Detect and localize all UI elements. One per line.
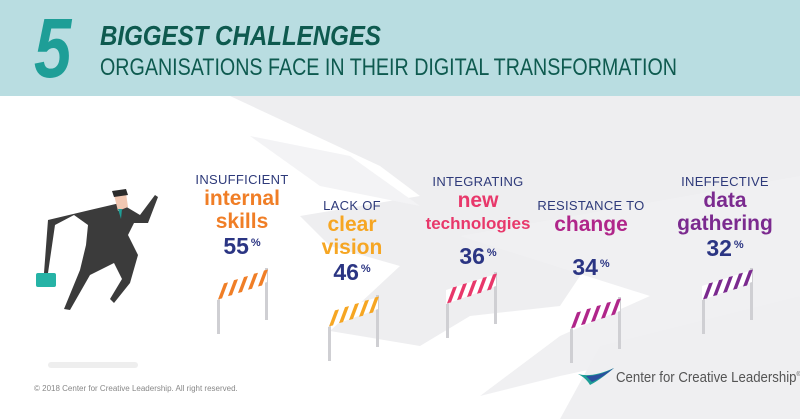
barrier-post — [494, 272, 497, 324]
barrier-stripe — [611, 298, 621, 316]
barrier-stripe — [487, 273, 497, 291]
barrier-stripe — [349, 302, 359, 320]
barrier — [446, 272, 497, 338]
barrier-stripe — [248, 272, 258, 290]
logo-text: Center for Creative Leadership — [616, 368, 797, 386]
barrier — [328, 295, 379, 361]
challenge-label-top: INEFFECTIVE — [681, 174, 769, 189]
running-businessman-illustration — [36, 189, 158, 310]
challenge-label-top: RESISTANCE TO — [537, 198, 645, 213]
background-swooshes — [48, 96, 800, 419]
barrier-stripe — [571, 311, 581, 329]
barrier-stripe — [713, 279, 723, 297]
barrier-post — [702, 286, 705, 334]
challenge-internal-skills: INSUFFICIENT internal skills 55% — [172, 172, 312, 260]
barrier-stripe — [703, 282, 713, 300]
logo-registered-mark: ® — [796, 371, 800, 378]
challenge-percent: 55% — [223, 233, 261, 259]
barrier-post — [217, 286, 220, 334]
header-banner: 5 BIGGEST CHALLENGES ORGANISATIONS FACE … — [0, 0, 800, 96]
challenge-label-main: clear — [327, 213, 377, 236]
barrier-stripe — [329, 309, 339, 327]
barrier-stripe — [369, 296, 379, 314]
challenge-label-main: new — [457, 189, 499, 212]
challenge-change: RESISTANCE TO change 34% — [521, 198, 661, 281]
barrier — [217, 268, 268, 334]
barrier-stripe — [591, 304, 601, 322]
challenge-label-main-2: technologies — [425, 214, 531, 233]
ccl-logo: Center for Creative Leadership® — [578, 368, 800, 386]
barrier-stripe — [238, 275, 248, 293]
challenge-clear-vision: LACK OF clear vision 46% — [282, 198, 422, 286]
challenge-label-main-2: vision — [321, 236, 383, 259]
barrier-stripe — [359, 299, 369, 317]
barrier-stripe — [581, 308, 591, 326]
challenge-label-top: LACK OF — [323, 198, 381, 213]
challenge-label-main-2: skills — [215, 210, 269, 233]
barrier-stripe — [477, 276, 487, 294]
barrier-stripe — [733, 272, 743, 290]
barrier-stripe — [601, 301, 611, 319]
challenge-label-main: change — [554, 213, 628, 236]
barrier-stripe — [228, 279, 238, 297]
challenge-label-top: INSUFFICIENT — [195, 172, 289, 187]
barrier-stripe — [339, 306, 349, 324]
barrier-post — [750, 268, 753, 320]
challenge-percent: 34% — [572, 254, 610, 280]
barrier-stripe — [467, 279, 477, 297]
barrier-post — [446, 290, 449, 338]
barrier-post — [618, 297, 621, 349]
barrier-stripe — [447, 286, 457, 304]
barrier-post — [570, 315, 573, 363]
barrier-post — [265, 268, 268, 320]
barrier-stripe — [723, 275, 733, 293]
barrier — [702, 268, 753, 334]
briefcase-icon — [36, 273, 56, 287]
challenge-percent: 46% — [333, 259, 371, 285]
copyright-text: © 2018 Center for Creative Leadership. A… — [34, 384, 238, 393]
barrier — [570, 297, 621, 363]
challenge-label-main: data — [703, 189, 747, 212]
headline-subtitle: ORGANISATIONS FACE IN THEIR DIGITAL TRAN… — [100, 54, 677, 81]
barrier-post — [328, 313, 331, 361]
barrier-post — [376, 295, 379, 347]
challenge-data-gathering: INEFFECTIVE data gathering 32% — [655, 174, 795, 262]
challenge-percent: 36% — [459, 243, 497, 269]
barrier-stripe — [218, 282, 228, 300]
barrier-stripe — [258, 269, 268, 287]
challenge-label-top: INTEGRATING — [432, 174, 524, 189]
challenge-new-technologies: INTEGRATING new technologies 36% — [408, 174, 548, 270]
challenge-percent: 32% — [706, 235, 744, 261]
headline-title: BIGGEST CHALLENGES — [100, 20, 381, 51]
barrier-stripe — [457, 283, 467, 301]
barrier-stripe — [743, 269, 753, 287]
challenge-label-main-2: gathering — [677, 212, 773, 235]
challenge-label-main: internal — [204, 187, 280, 210]
headline-number: 5 — [34, 1, 72, 95]
ccl-wing-logo-icon — [578, 368, 614, 385]
